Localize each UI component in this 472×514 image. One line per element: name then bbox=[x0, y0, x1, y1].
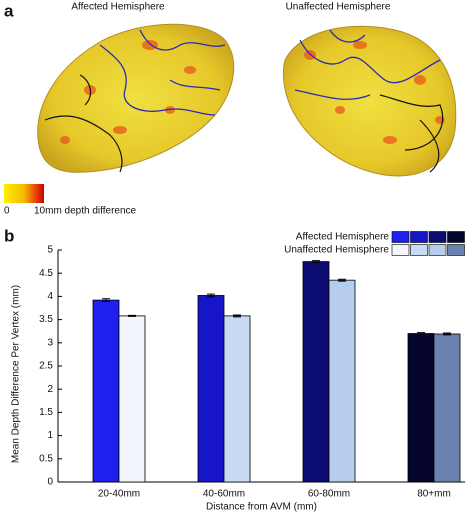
bar bbox=[223, 315, 251, 483]
legend-label: Unaffected Hemisphere bbox=[284, 245, 389, 256]
error-bar bbox=[338, 278, 346, 282]
y-tick-label: 5 bbox=[47, 245, 53, 256]
error-bar bbox=[233, 314, 241, 318]
error-bar bbox=[128, 314, 136, 317]
y-tick-label: 4 bbox=[47, 291, 53, 302]
x-tick-label: 60-80mm bbox=[308, 489, 350, 500]
y-tick-label: 2.5 bbox=[39, 361, 53, 372]
bar bbox=[197, 295, 225, 483]
colorbar-label: 0 bbox=[4, 206, 10, 217]
image-title: Affected Hemisphere bbox=[71, 2, 165, 13]
legend-swatch bbox=[447, 231, 465, 243]
x-axis-label: Distance from AVM (mm) bbox=[206, 502, 317, 513]
y-tick-label: 3.5 bbox=[39, 314, 53, 325]
panel-label: b bbox=[4, 226, 14, 245]
bar bbox=[302, 261, 330, 483]
bar bbox=[92, 299, 120, 483]
legend-swatch bbox=[428, 244, 447, 256]
brain-left bbox=[37, 23, 235, 173]
error-bar bbox=[207, 293, 215, 298]
error-bar bbox=[102, 298, 110, 303]
y-tick-label: 0.5 bbox=[39, 453, 53, 464]
colorbar bbox=[4, 184, 44, 203]
y-tick-label: 0 bbox=[47, 477, 53, 488]
y-tick-label: 4.5 bbox=[39, 268, 53, 279]
bar bbox=[328, 279, 356, 483]
bar bbox=[118, 315, 146, 483]
error-bar bbox=[417, 332, 425, 335]
x-tick-label: 20-40mm bbox=[98, 489, 140, 500]
image-title: Unaffected Hemisphere bbox=[286, 2, 391, 13]
bar bbox=[407, 333, 435, 483]
legend-swatch bbox=[447, 244, 465, 256]
bar bbox=[433, 333, 461, 483]
legend-swatch bbox=[391, 231, 410, 243]
panel-label: a bbox=[4, 1, 14, 20]
error-bar bbox=[312, 260, 320, 264]
legend-swatch bbox=[428, 231, 447, 243]
legend-swatch bbox=[391, 244, 410, 256]
y-axis-label: Mean Depth Difference Per Vertex (mm) bbox=[11, 285, 22, 463]
x-tick-label: 40-60mm bbox=[203, 489, 245, 500]
legend-label: Affected Hemisphere bbox=[296, 232, 390, 243]
y-tick-label: 2 bbox=[47, 384, 53, 395]
legend-swatch bbox=[410, 231, 428, 243]
x-tick-label: 80+mm bbox=[417, 489, 451, 500]
y-tick-label: 1 bbox=[47, 430, 53, 441]
y-tick-label: 1.5 bbox=[39, 407, 53, 418]
brain-right bbox=[282, 25, 457, 177]
error-bar bbox=[443, 332, 451, 336]
legend-swatch bbox=[410, 244, 428, 256]
colorbar-label: 10mm depth difference bbox=[34, 206, 137, 217]
y-tick-label: 3 bbox=[47, 337, 53, 348]
